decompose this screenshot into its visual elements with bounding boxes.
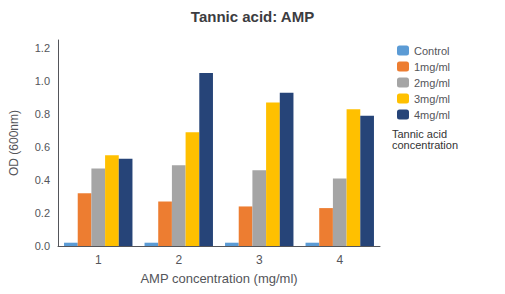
- svg-text:Control: Control: [414, 45, 449, 57]
- svg-text:3mg/ml: 3mg/ml: [414, 93, 450, 105]
- svg-text:Tannic acid: Tannic acid: [392, 127, 447, 140]
- svg-text:0.2: 0.2: [35, 207, 50, 219]
- svg-text:0.8: 0.8: [35, 108, 50, 120]
- svg-text:0.4: 0.4: [35, 174, 50, 186]
- svg-text:1.2: 1.2: [35, 42, 50, 54]
- svg-text:2mg/ml: 2mg/ml: [414, 77, 450, 89]
- svg-text:4mg/ml: 4mg/ml: [414, 109, 450, 121]
- svg-text:1.0: 1.0: [35, 75, 50, 87]
- svg-text:0.6: 0.6: [35, 141, 50, 153]
- svg-text:2: 2: [175, 253, 182, 267]
- svg-text:Tannic acid: AMP: Tannic acid: AMP: [191, 8, 314, 25]
- svg-text:concentration: concentration: [392, 139, 458, 151]
- svg-text:1: 1: [95, 253, 102, 267]
- svg-text:1mg/ml: 1mg/ml: [414, 61, 450, 73]
- svg-text:3: 3: [256, 253, 263, 267]
- svg-text:AMP concentration (mg/ml): AMP concentration (mg/ml): [140, 271, 297, 286]
- svg-text:0.0: 0.0: [35, 240, 50, 252]
- svg-text:4: 4: [336, 253, 343, 267]
- svg-text:OD (600nm): OD (600nm): [7, 110, 21, 176]
